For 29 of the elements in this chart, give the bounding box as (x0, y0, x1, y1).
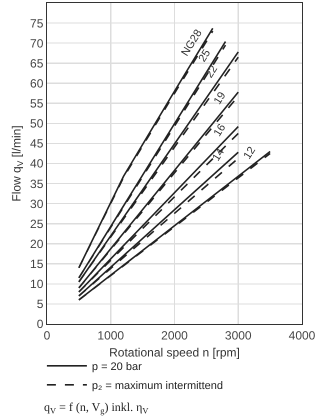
legend-label: p = 20 bar (92, 361, 142, 374)
y-tick-label: 20 (30, 236, 44, 251)
y-tick-label: 5 (36, 297, 44, 312)
text: q$_{V}$ = f (n, V$_{g}$) inkl. η$_{V}$ (44, 400, 148, 416)
y-tick-label: 30 (30, 196, 44, 211)
y-tick-label: 50 (30, 116, 44, 131)
y-tick-label: 25 (30, 216, 44, 231)
x-tick-label: 1000 (97, 328, 124, 343)
y-tick-label: 55 (30, 96, 44, 111)
y-tick-label: 15 (30, 257, 44, 272)
y-tick-label: 70 (30, 36, 44, 50)
x-tick-label: 4000 (288, 328, 316, 343)
y-tick-label: 60 (30, 76, 44, 90)
y-tick-label: 65 (30, 56, 44, 70)
y-tick-label: 75 (30, 16, 44, 30)
annotation: 19 (212, 90, 228, 107)
y-tick-label: 45 (30, 136, 44, 151)
x-tick-label: 3000 (224, 328, 252, 343)
annotation: 22 (203, 64, 220, 80)
y-tick-label: 35 (30, 176, 44, 191)
annotation: 16 (212, 122, 228, 139)
annotation: 14 (210, 146, 228, 164)
legend-label: p₂ = maximum intermittend (92, 380, 224, 392)
x-tick-label: 2000 (161, 328, 188, 343)
y-tick-label: 10 (30, 277, 44, 292)
x-axis-title: Rotational speed n [rpm] (109, 345, 240, 360)
annotation: 12 (242, 144, 258, 162)
y-tick-label: 40 (30, 156, 44, 171)
y-tick-label: 0 (36, 317, 44, 332)
